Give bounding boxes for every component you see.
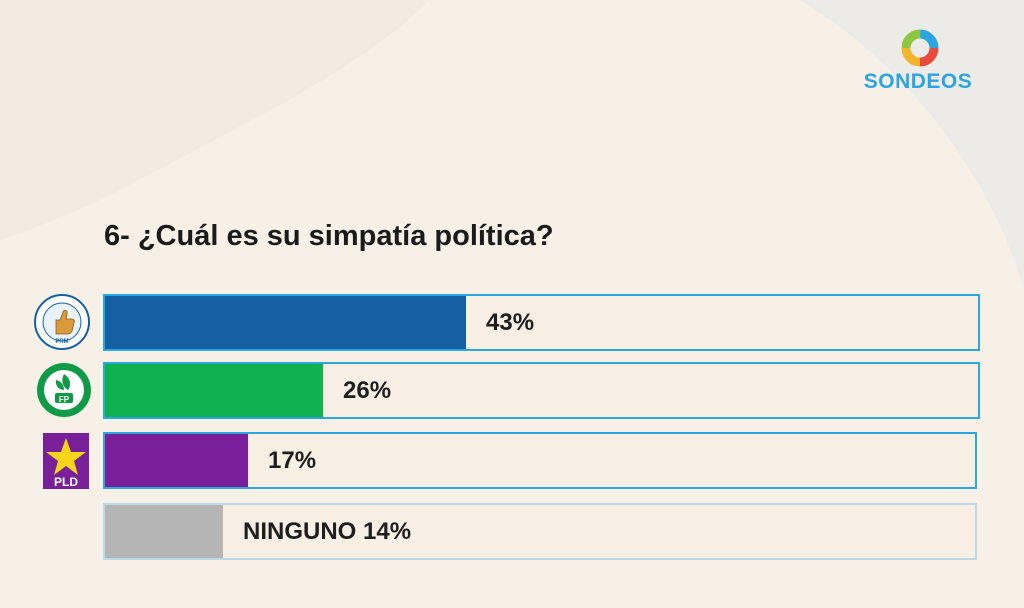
prm-logo-icon: PRM xyxy=(34,294,90,350)
bar-row-ninguno: NINGUNO 14% xyxy=(103,503,977,560)
fp-logo-icon: FP xyxy=(37,363,91,417)
sondeos-logo-text: SONDEOS xyxy=(863,70,973,93)
sondeos-ring-icon xyxy=(901,29,939,67)
bar-frame: NINGUNO 14% xyxy=(103,503,977,560)
bar-value-label: 17% xyxy=(268,446,317,474)
sondeos-logo: SONDEOS xyxy=(852,26,984,96)
bar-frame: 43% xyxy=(103,294,980,351)
bar-row-prm: 43% xyxy=(103,294,980,351)
bar-prm xyxy=(105,296,466,349)
bar-frame: 17% xyxy=(103,432,977,489)
bar-value-label: 43% xyxy=(486,308,535,336)
pld-logo-icon: PLD xyxy=(43,433,89,489)
question-title: 6- ¿Cuál es su simpatía política? xyxy=(104,220,554,252)
bar-row-pld: 17% xyxy=(103,432,977,489)
bar-pld xyxy=(105,434,248,487)
prm-logo-text: PRM xyxy=(55,339,68,345)
bar-frame: 26% xyxy=(103,362,980,419)
bar-value-label: 26% xyxy=(343,376,392,404)
bar-value-label: NINGUNO 14% xyxy=(243,517,412,545)
pld-logo-text: PLD xyxy=(54,475,78,489)
bar-row-fp: 26% xyxy=(103,362,980,419)
bar-ninguno xyxy=(105,505,223,558)
fp-logo-text: FP xyxy=(59,395,70,404)
bar-fp xyxy=(105,364,323,417)
